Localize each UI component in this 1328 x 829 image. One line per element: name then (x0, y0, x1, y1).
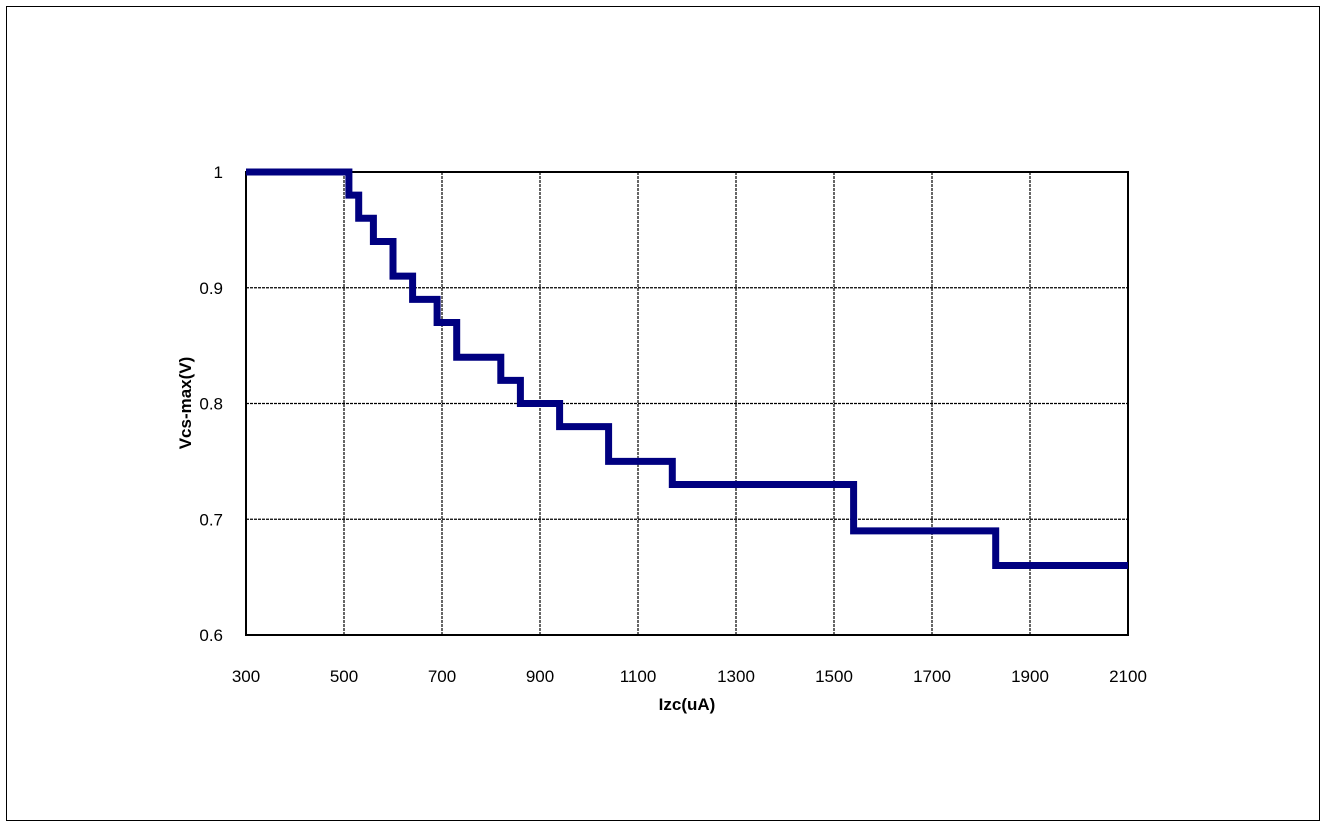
y-tick-labels: 0.6 0.7 0.8 0.9 1 (199, 163, 223, 645)
y-tick-label: 0.8 (199, 395, 223, 414)
x-tick-label: 1100 (620, 667, 657, 686)
x-tick-label: 1700 (913, 667, 951, 686)
x-axis-title: Izc(uA) (659, 695, 716, 714)
x-tick-label: 500 (330, 667, 358, 686)
y-tick-label: 1 (214, 163, 223, 182)
x-tick-label: 700 (428, 667, 456, 686)
y-axis-title: Vcs-max(V) (176, 357, 195, 450)
x-tick-label: 1500 (815, 667, 853, 686)
x-tick-label: 900 (526, 667, 554, 686)
chart-frame (6, 6, 1320, 821)
series-line (246, 168, 1128, 570)
y-tick-label: 0.6 (199, 626, 223, 645)
y-tick-label: 0.7 (199, 510, 223, 529)
x-tick-label: 2100 (1109, 667, 1147, 686)
y-tick-label: 0.9 (199, 279, 223, 298)
x-tick-labels: 300 500 700 900 1100 1300 1500 1700 1900 2100 (232, 667, 1147, 686)
x-tick-label: 300 (232, 667, 260, 686)
grid-lines (246, 172, 1128, 635)
x-tick-label: 1900 (1011, 667, 1049, 686)
plot-area (245, 171, 1129, 636)
x-tick-label: 1300 (717, 667, 755, 686)
